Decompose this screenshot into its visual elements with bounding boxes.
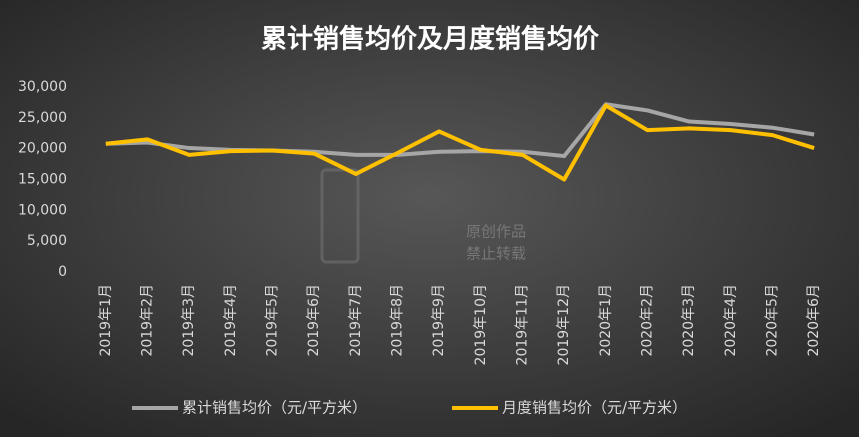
x-tick-label: 2020年2月 xyxy=(640,284,656,357)
x-tick-label: 2019年11月 xyxy=(515,284,531,365)
x-tick-label: 2019年4月 xyxy=(223,284,239,357)
y-tick-label: 20,000 xyxy=(18,141,67,157)
legend-label: 累计销售均价（元/平方米） xyxy=(182,399,367,417)
x-tick-label: 2020年1月 xyxy=(598,284,614,357)
y-tick-label: 30,000 xyxy=(18,79,67,95)
x-tick-label: 2019年6月 xyxy=(306,284,322,357)
y-tick-label: 10,000 xyxy=(18,202,67,218)
watermark-logo xyxy=(320,168,360,264)
x-tick-label: 2019年9月 xyxy=(431,284,447,357)
x-tick-label: 2019年7月 xyxy=(348,284,364,357)
y-tick-label: 25,000 xyxy=(18,110,67,126)
watermark: 原创作品 xyxy=(466,223,526,241)
x-tick-label: 2019年10月 xyxy=(473,284,489,365)
legend-label: 月度销售均价（元/平方米） xyxy=(502,399,687,417)
x-tick-label: 2020年5月 xyxy=(765,284,781,357)
x-tick-label: 2019年1月 xyxy=(98,284,114,357)
y-tick-label: 0 xyxy=(58,264,67,280)
x-tick-label: 2020年3月 xyxy=(681,284,697,357)
x-tick-label: 2019年3月 xyxy=(181,284,197,357)
series-line xyxy=(105,102,815,159)
x-tick-label: 2020年6月 xyxy=(806,284,822,357)
y-tick-label: 5,000 xyxy=(27,233,67,249)
x-tick-label: 2019年5月 xyxy=(265,284,281,357)
x-tick-label: 2020年4月 xyxy=(723,284,739,357)
x-tick-label: 2019年12月 xyxy=(556,284,572,365)
y-tick-label: 15,000 xyxy=(18,172,67,188)
series-line xyxy=(105,103,815,182)
watermark: 禁止转载 xyxy=(466,245,526,263)
x-tick-label: 2019年8月 xyxy=(390,284,406,357)
chart-title: 累计销售均价及月度销售均价 xyxy=(261,24,600,55)
x-tick-label: 2019年2月 xyxy=(140,284,156,357)
